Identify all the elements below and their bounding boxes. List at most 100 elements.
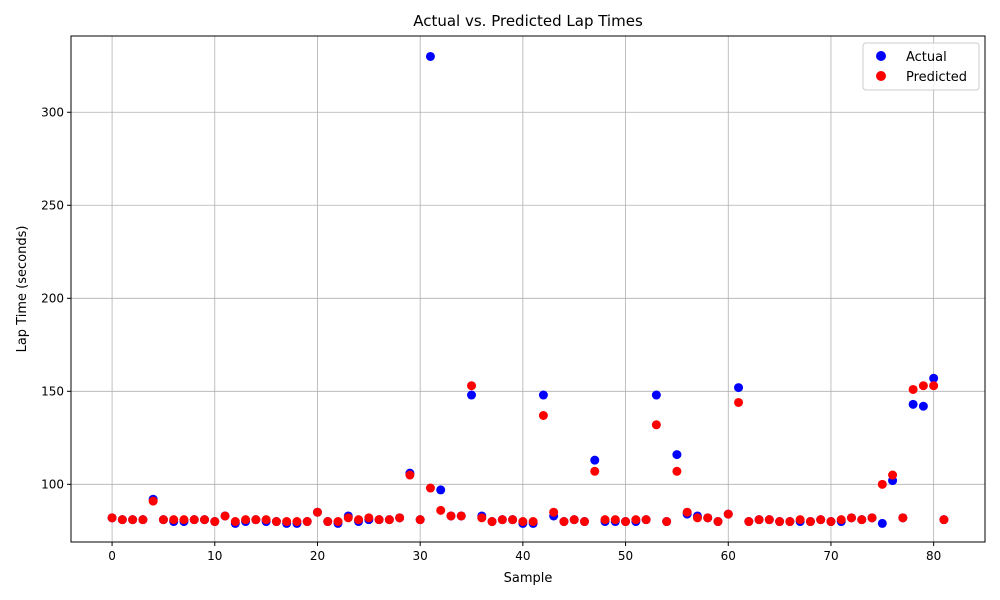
point-predicted: [898, 513, 908, 523]
point-predicted: [117, 515, 127, 525]
point-actual: [651, 390, 661, 400]
data-points: [107, 51, 949, 528]
point-predicted: [631, 515, 641, 525]
point-predicted: [672, 466, 682, 476]
point-predicted: [518, 517, 528, 527]
point-predicted: [508, 515, 518, 525]
point-predicted: [436, 505, 446, 515]
point-predicted: [836, 515, 846, 525]
point-predicted: [662, 517, 672, 527]
point-predicted: [425, 483, 435, 493]
point-predicted: [621, 517, 631, 527]
point-predicted: [302, 517, 312, 527]
x-axis-ticks: 0 10 20 30 40 50 60 70 80: [108, 542, 941, 563]
grid-lines: [71, 36, 985, 542]
point-predicted: [713, 517, 723, 527]
x-tick-label: 30: [413, 549, 428, 563]
point-actual: [908, 399, 918, 409]
x-tick-label: 70: [823, 549, 838, 563]
point-predicted: [528, 517, 538, 527]
point-predicted: [138, 515, 148, 525]
point-predicted: [415, 515, 425, 525]
point-predicted: [826, 517, 836, 527]
legend: Actual Predicted: [862, 42, 980, 91]
point-predicted: [189, 515, 199, 525]
point-predicted: [877, 479, 887, 489]
point-predicted: [467, 381, 477, 391]
point-predicted: [230, 517, 240, 527]
point-predicted: [210, 517, 220, 527]
y-axis-ticks: 100 150 200 250 300: [41, 105, 71, 491]
point-predicted: [374, 515, 384, 525]
point-predicted: [764, 515, 774, 525]
y-tick-label: 250: [41, 198, 64, 212]
legend-label-actual: Actual: [906, 50, 947, 65]
point-predicted: [816, 515, 826, 525]
x-tick-label: 20: [310, 549, 325, 563]
point-predicted: [692, 513, 702, 523]
point-predicted: [200, 515, 210, 525]
point-predicted: [282, 517, 292, 527]
point-predicted: [600, 515, 610, 525]
point-predicted: [271, 517, 281, 527]
point-predicted: [251, 515, 261, 525]
x-tick-label: 10: [207, 549, 222, 563]
point-actual: [929, 373, 939, 383]
point-predicted: [785, 517, 795, 527]
point-predicted: [179, 515, 189, 525]
point-predicted: [169, 515, 179, 525]
point-actual: [467, 390, 477, 400]
x-tick-label: 40: [515, 549, 530, 563]
x-tick-label: 60: [721, 549, 736, 563]
point-predicted: [559, 517, 569, 527]
point-predicted: [754, 515, 764, 525]
point-predicted: [703, 513, 713, 523]
point-predicted: [857, 515, 867, 525]
point-predicted: [538, 411, 548, 420]
point-predicted: [682, 507, 692, 517]
point-predicted: [846, 513, 856, 523]
point-actual: [672, 450, 682, 460]
point-actual: [425, 51, 435, 61]
point-predicted: [323, 517, 333, 527]
point-predicted: [405, 470, 415, 480]
plot-frame: [70, 35, 986, 543]
y-axis-label: Lap Time (seconds): [15, 226, 30, 353]
point-actual: [436, 485, 446, 495]
point-predicted: [128, 515, 138, 525]
point-predicted: [908, 384, 918, 394]
point-predicted: [220, 511, 230, 521]
point-predicted: [744, 517, 754, 527]
point-actual: [734, 383, 744, 393]
point-actual: [877, 518, 887, 528]
point-predicted: [241, 515, 251, 525]
point-predicted: [446, 511, 456, 521]
point-predicted: [918, 381, 928, 391]
point-actual: [538, 390, 548, 400]
point-predicted: [261, 515, 271, 525]
point-predicted: [734, 397, 744, 407]
legend-label-predicted: Predicted: [906, 70, 967, 85]
point-predicted: [590, 466, 600, 476]
point-predicted: [723, 509, 733, 519]
y-tick-label: 100: [41, 477, 64, 491]
point-predicted: [292, 517, 302, 527]
point-predicted: [795, 515, 805, 525]
point-predicted: [497, 515, 507, 525]
legend-marker-predicted: [876, 71, 886, 81]
point-predicted: [312, 507, 322, 517]
point-predicted: [487, 517, 497, 527]
point-predicted: [569, 515, 579, 525]
legend-marker-actual: [876, 51, 886, 61]
point-predicted: [641, 515, 651, 525]
point-predicted: [775, 517, 785, 527]
point-predicted: [343, 513, 353, 523]
point-predicted: [333, 517, 343, 527]
point-predicted: [651, 420, 661, 430]
x-tick-label: 80: [926, 549, 941, 563]
point-predicted: [148, 496, 158, 506]
x-axis-label: Sample: [504, 571, 553, 586]
point-predicted: [384, 515, 394, 525]
legend-frame: [862, 42, 980, 91]
